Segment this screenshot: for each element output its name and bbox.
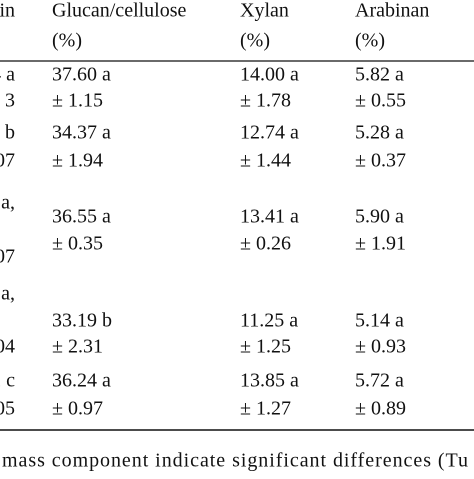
footnote: mass component indicate significant diff… (2, 450, 468, 472)
table-cell: ± 1.15 (52, 90, 103, 112)
table-cell: 1 b (0, 122, 15, 144)
table-cell: 1 a, (0, 283, 15, 305)
table-cell: ± 0.97 (52, 398, 103, 420)
table-cell: ± 0.37 (355, 150, 406, 172)
header-cell: Xylan (240, 0, 289, 22)
table-cell: ± 1.91 (355, 233, 406, 255)
table-cell: 14.00 a (240, 64, 299, 86)
table-cell: 5.72 a (355, 370, 404, 392)
table-cell: 5.28 a (355, 122, 404, 144)
table-cell: 3 a, (0, 192, 15, 214)
header-cell: Arabinan (355, 0, 429, 22)
table-cell: ± 0.35 (52, 233, 103, 255)
table-cell: 12.74 a (240, 122, 299, 144)
table-cell: 05 (0, 398, 15, 420)
table-cell: 3 (5, 90, 15, 112)
header-cell: (%) (355, 30, 385, 52)
table-cell: 5.82 a (355, 64, 404, 86)
table-cell: ± 1.94 (52, 150, 103, 172)
table-cell: ± 0.89 (355, 398, 406, 420)
table-cell: ± 1.78 (240, 90, 291, 112)
table-cell: 07 (0, 246, 15, 268)
header-cell: Glucan/cellulose (52, 0, 187, 22)
table-cell: 5.14 a (355, 310, 404, 332)
table-cell: 13.85 a (240, 370, 299, 392)
table-cell: 36.24 a (52, 370, 111, 392)
table-cell: 33.19 b (52, 310, 112, 332)
table-cell: ± 0.55 (355, 90, 406, 112)
table-cell: ± 0.93 (355, 336, 406, 358)
table-cell: 11.25 a (240, 310, 298, 332)
table-cell: 04 (0, 336, 15, 358)
table-cell: 37.60 a (52, 64, 111, 86)
header-cell: (%) (240, 30, 270, 52)
table-cell: ± 1.25 (240, 336, 291, 358)
header-cell: nin (0, 0, 15, 22)
table-cell: 36.55 a (52, 206, 111, 228)
table-cell: 13.41 a (240, 206, 299, 228)
table-cell: ± 2.31 (52, 336, 103, 358)
table-cell: 4 a (0, 64, 15, 86)
table-cell: ± 0.26 (240, 233, 291, 255)
table-cell: ± 1.27 (240, 398, 291, 420)
table-cell: 2 c (0, 370, 15, 392)
table-cell: 34.37 a (52, 122, 111, 144)
table-cell: ± 1.44 (240, 150, 291, 172)
header-cell: (%) (52, 30, 82, 52)
table-cell: 07 (0, 150, 15, 172)
table-cell: 5.90 a (355, 206, 404, 228)
